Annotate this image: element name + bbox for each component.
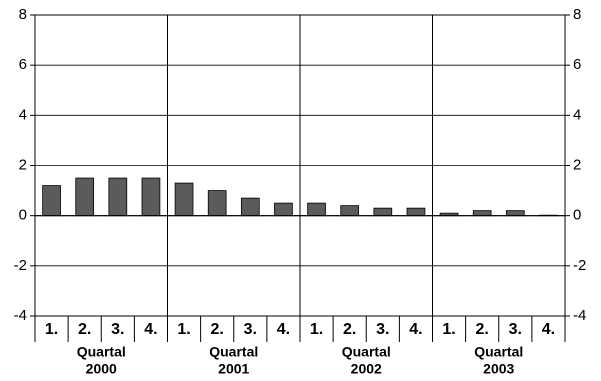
group-label: Quartal	[77, 344, 126, 360]
x-tick-label: 1.	[442, 321, 455, 338]
bar	[141, 177, 161, 217]
group-label: Quartal	[342, 344, 391, 360]
y2-tick-label: 6	[573, 56, 581, 73]
bar	[307, 202, 326, 217]
group-year: 2003	[483, 361, 514, 377]
x-tick-label: 3.	[376, 321, 389, 338]
bar	[274, 202, 293, 217]
y-tick-label: 8	[19, 6, 27, 23]
x-tick-label: 4.	[409, 321, 422, 338]
x-tick-label: 1.	[45, 321, 58, 338]
bar	[340, 205, 360, 217]
bar	[240, 197, 260, 217]
y2-tick-label: 0	[573, 207, 581, 224]
x-tick-label: 4.	[144, 321, 157, 338]
y-tick-label: 6	[19, 56, 27, 73]
x-tick-label: 1.	[310, 321, 323, 338]
y2-tick-label: -2	[573, 257, 586, 274]
x-tick-label: 4.	[277, 321, 290, 338]
y2-tick-label: -4	[573, 307, 586, 324]
x-tick-label: 2.	[211, 321, 224, 338]
bar	[42, 185, 61, 217]
group-label: Quartal	[474, 344, 523, 360]
group-year: 2002	[351, 361, 382, 377]
x-tick-label: 3.	[509, 321, 522, 338]
y-tick-label: -2	[14, 257, 27, 274]
y2-tick-label: 2	[573, 156, 581, 173]
group-year: 2001	[218, 361, 249, 377]
group-label: Quartal	[209, 344, 258, 360]
bar	[406, 207, 426, 217]
y-tick-label: -4	[14, 307, 27, 324]
bar	[108, 177, 128, 217]
x-tick-label: 2.	[476, 321, 489, 338]
y-tick-label: 0	[19, 207, 27, 224]
y2-tick-label: 8	[573, 6, 581, 23]
x-tick-label: 4.	[542, 321, 555, 338]
y-tick-label: 2	[19, 156, 27, 173]
x-tick-label: 1.	[177, 321, 190, 338]
x-tick-label: 3.	[244, 321, 257, 338]
bar	[207, 190, 227, 217]
bar	[472, 210, 492, 217]
x-tick-label: 3.	[111, 321, 124, 338]
y2-tick-label: 4	[573, 106, 581, 123]
group-year: 2000	[86, 361, 117, 377]
x-tick-label: 2.	[78, 321, 91, 338]
bar	[75, 177, 95, 217]
bar	[373, 207, 393, 217]
bar	[174, 182, 194, 217]
y-tick-label: 4	[19, 106, 27, 123]
bar	[505, 210, 525, 217]
x-tick-label: 2.	[343, 321, 356, 338]
